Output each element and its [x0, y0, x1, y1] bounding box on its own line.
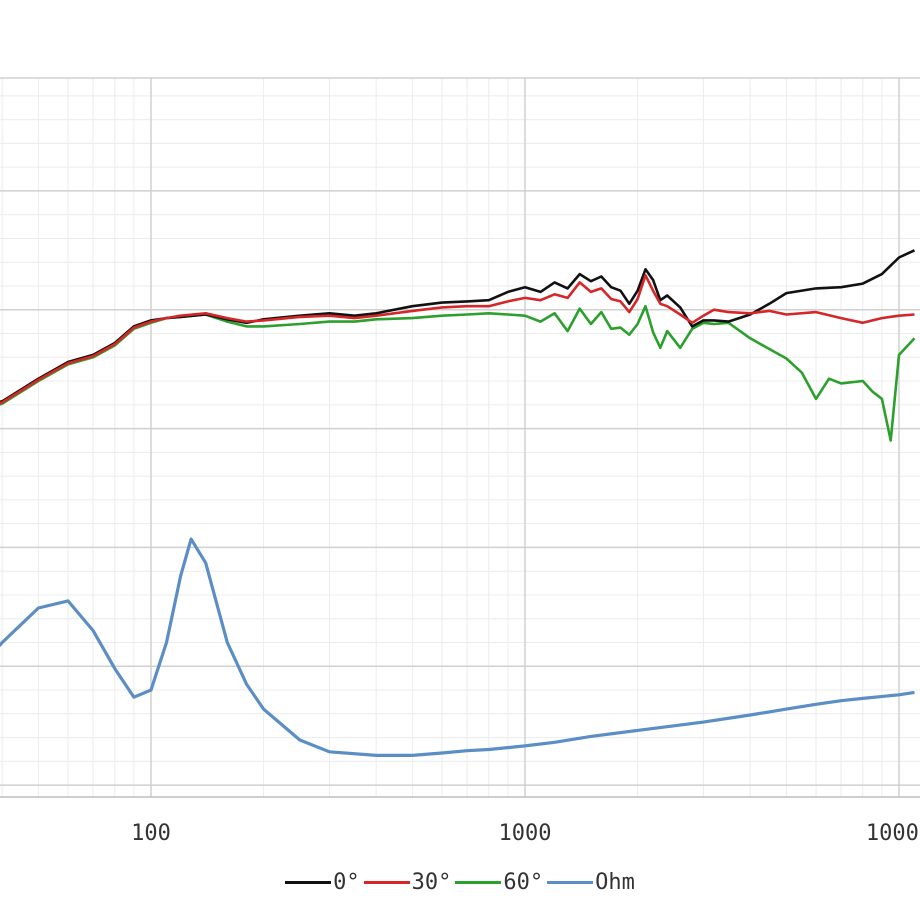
legend-item: 0° — [285, 870, 360, 895]
series-lines — [0, 249, 916, 758]
legend-swatch — [285, 880, 332, 884]
minor-grid — [0, 78, 920, 797]
legend-item: 60° — [455, 870, 543, 895]
legend-swatch — [455, 880, 502, 884]
x-tick-label: 1000 — [499, 821, 552, 846]
series-line-1 — [0, 273, 915, 405]
x-tick-label: 100 — [131, 821, 171, 846]
series-line-3 — [0, 537, 915, 758]
legend: 0° 30° 60° Ohm — [0, 862, 920, 902]
legend-label: 30° — [411, 869, 452, 895]
legend-item: 30° — [363, 869, 452, 895]
legend-swatch — [363, 880, 410, 884]
legend-item: Ohm — [547, 870, 635, 895]
legend-swatch — [547, 880, 594, 884]
series-line-0 — [0, 249, 916, 404]
major-grid — [0, 77, 920, 798]
legend-label: 60° — [503, 869, 544, 895]
legend-label: 0° — [333, 869, 360, 895]
legend-label: Ohm — [595, 869, 635, 895]
